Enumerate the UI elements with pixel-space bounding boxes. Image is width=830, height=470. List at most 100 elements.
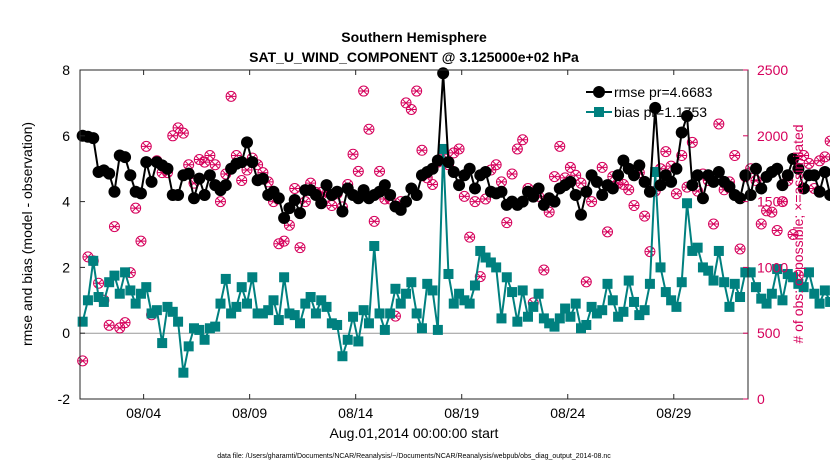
rmse-point (564, 175, 577, 188)
rmse-point (256, 172, 269, 185)
obs-assimilated-marker (798, 151, 809, 160)
bias-point (374, 308, 385, 319)
bias-point (501, 272, 512, 283)
rmse-series (76, 67, 830, 225)
rmse-point (320, 179, 333, 192)
bias-point (464, 298, 475, 309)
rmse-point (241, 136, 253, 149)
rmse-point (193, 172, 206, 185)
obs-assimilated-marker (772, 226, 783, 235)
bias-point (82, 295, 93, 306)
y-left-tick-label: 4 (62, 194, 70, 210)
bias-point (607, 295, 618, 306)
bias-point (660, 287, 671, 298)
obs-assimilated-marker (814, 156, 825, 165)
bias-point (411, 308, 422, 319)
bias-point (204, 323, 215, 334)
rmse-point (749, 162, 762, 175)
bias-point (369, 241, 380, 252)
bias-point (735, 292, 746, 303)
obs-assimilated-marker (369, 217, 380, 226)
bias-point (422, 278, 433, 289)
y-right-tick-label: 1000 (757, 259, 788, 275)
y-left-tick-label: 2 (62, 259, 70, 275)
obs-assimilated-marker (554, 142, 565, 151)
obs-assimilated-marker (581, 277, 592, 286)
bias-point (803, 267, 814, 278)
obs-assimilated-marker (427, 180, 438, 189)
rmse-point (792, 162, 805, 175)
bias-point (438, 143, 449, 154)
obs-assimilated-marker (120, 318, 131, 327)
bias-point (459, 295, 470, 306)
rmse-point (272, 192, 285, 205)
obs-assimilated-marker (501, 218, 512, 227)
rmse-point (294, 207, 307, 220)
obs-assimilated-marker (459, 192, 470, 201)
bias-point (300, 298, 311, 309)
legend: rmse pr=4.6683 bias pr=1.1753 (586, 84, 713, 120)
obs-assimilated-marker (464, 233, 475, 242)
bias-point (613, 311, 624, 322)
bias-point (348, 311, 359, 322)
rmse-point (198, 189, 211, 202)
bias-point (639, 305, 650, 316)
y-left-tick-label: 6 (62, 128, 70, 144)
bias-point (151, 305, 162, 316)
y-right-tick-label: 500 (757, 325, 781, 341)
bias-point (183, 341, 194, 352)
rmse-point (331, 185, 344, 198)
bias-point (98, 296, 109, 307)
x-tick-label: 08/09 (232, 405, 267, 421)
bias-point (109, 270, 120, 281)
obs-assimilated-marker (210, 160, 221, 169)
y-right-tick-label: 2500 (757, 62, 788, 78)
bias-point (570, 298, 581, 309)
bias-point (777, 295, 788, 306)
rmse-point (638, 175, 651, 188)
rmse-point (824, 189, 830, 202)
rmse-point (670, 162, 683, 175)
x-tick-label: 08/29 (656, 405, 691, 421)
rmse-point (468, 182, 481, 195)
rmse-point (437, 67, 450, 80)
y-axis-left-label: rmse and bias (model - observation) (19, 122, 35, 346)
rmse-point (569, 189, 582, 202)
bias-point (644, 278, 655, 289)
bias-point (825, 296, 830, 307)
obs-assimilated-marker (766, 208, 777, 217)
rmse-point (219, 179, 232, 192)
obs-assimilated-marker (178, 129, 189, 138)
bias-point (279, 272, 290, 283)
obs-assimilated-marker (660, 147, 671, 156)
y-axis-right-ticks: 0 500 1000 1500 2000 2500 (743, 62, 788, 407)
bias-point (173, 316, 184, 327)
bias-point (395, 298, 406, 309)
obs-assimilated-marker (496, 177, 507, 186)
bias-point (666, 295, 677, 306)
rmse-point (453, 179, 466, 192)
rmse-point (87, 132, 100, 145)
rmse-point (548, 195, 561, 208)
bias-point (475, 245, 486, 256)
bias-point (819, 285, 830, 296)
rmse-point (691, 169, 704, 182)
legend-bias-marker (594, 107, 604, 117)
chart-title-line2: SAT_U_WIND_COMPONENT @ 3.125000e+02 hPa (249, 49, 579, 65)
rmse-point (378, 179, 391, 192)
obs-assimilated-marker (602, 227, 613, 236)
bias-point (692, 242, 703, 253)
rmse-point (400, 195, 413, 208)
bias-series (77, 143, 830, 378)
y-left-tick-label: 0 (62, 325, 70, 341)
rmse-point (103, 167, 116, 180)
bias-point (623, 275, 634, 286)
bias-point (242, 298, 252, 309)
rmse-point (495, 185, 508, 198)
bias-point (544, 318, 555, 329)
x-tick-label: 08/19 (444, 405, 479, 421)
bias-point (671, 301, 682, 312)
bias-point (724, 301, 735, 312)
bias-point (263, 305, 274, 316)
